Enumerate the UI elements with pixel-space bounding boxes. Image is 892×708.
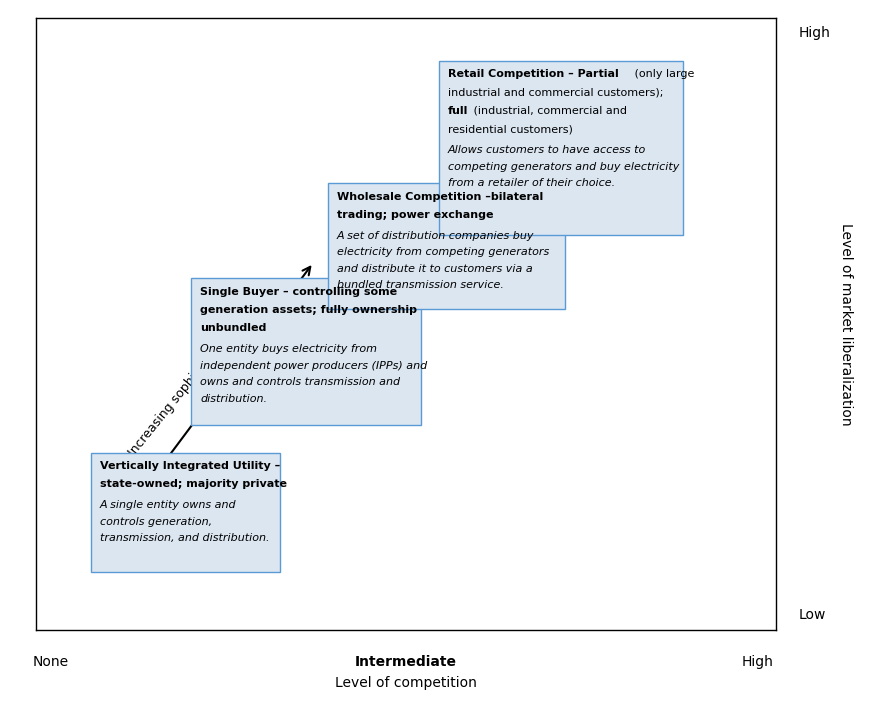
- Text: A set of distribution companies buy: A set of distribution companies buy: [337, 231, 534, 241]
- Text: distribution.: distribution.: [200, 394, 267, 404]
- Text: (only large: (only large: [631, 69, 694, 79]
- Text: independent power producers (IPPs) and: independent power producers (IPPs) and: [200, 360, 427, 371]
- FancyBboxPatch shape: [439, 61, 683, 235]
- Text: and distribute it to customers via a: and distribute it to customers via a: [337, 264, 533, 274]
- Text: residential customers): residential customers): [448, 125, 573, 135]
- Text: None: None: [32, 655, 69, 668]
- Text: Low: Low: [798, 607, 826, 622]
- Text: A single entity owns and: A single entity owns and: [100, 501, 236, 510]
- Text: trading; power exchange: trading; power exchange: [337, 210, 493, 220]
- Text: owns and controls transmission and: owns and controls transmission and: [200, 377, 401, 387]
- Text: Wholesale Competition –bilateral: Wholesale Competition –bilateral: [337, 192, 543, 202]
- Text: state-owned; majority private: state-owned; majority private: [100, 479, 287, 489]
- Text: transmission, and distribution.: transmission, and distribution.: [100, 533, 269, 543]
- Text: controls generation,: controls generation,: [100, 517, 212, 527]
- Text: Vertically Integrated Utility –: Vertically Integrated Utility –: [100, 461, 280, 471]
- Text: Intermediate: Intermediate: [355, 655, 457, 668]
- Text: industrial and commercial customers);: industrial and commercial customers);: [448, 88, 664, 98]
- Text: bundled transmission service.: bundled transmission service.: [337, 280, 504, 290]
- Text: full: full: [448, 106, 468, 116]
- Text: High: High: [798, 26, 830, 40]
- Text: One entity buys electricity from: One entity buys electricity from: [200, 344, 377, 354]
- Text: Retail Competition – Partial: Retail Competition – Partial: [448, 69, 619, 79]
- FancyBboxPatch shape: [328, 183, 565, 309]
- Text: Single Buyer – controlling some: Single Buyer – controlling some: [200, 287, 397, 297]
- Text: competing generators and buy electricity: competing generators and buy electricity: [448, 161, 680, 171]
- Text: unbundled: unbundled: [200, 324, 267, 333]
- Text: from a retailer of their choice.: from a retailer of their choice.: [448, 178, 615, 188]
- Text: Level of market liberalization: Level of market liberalization: [839, 222, 854, 426]
- Text: electricity from competing generators: electricity from competing generators: [337, 247, 549, 257]
- Text: Increasing sophistication: Increasing sophistication: [126, 330, 234, 459]
- Text: (industrial, commercial and: (industrial, commercial and: [470, 106, 627, 116]
- FancyBboxPatch shape: [191, 278, 421, 425]
- Text: Level of competition: Level of competition: [334, 676, 477, 690]
- FancyBboxPatch shape: [91, 452, 280, 572]
- Text: generation assets; fully ownership: generation assets; fully ownership: [200, 305, 417, 315]
- Text: High: High: [741, 655, 773, 668]
- Text: Allows customers to have access to: Allows customers to have access to: [448, 145, 647, 155]
